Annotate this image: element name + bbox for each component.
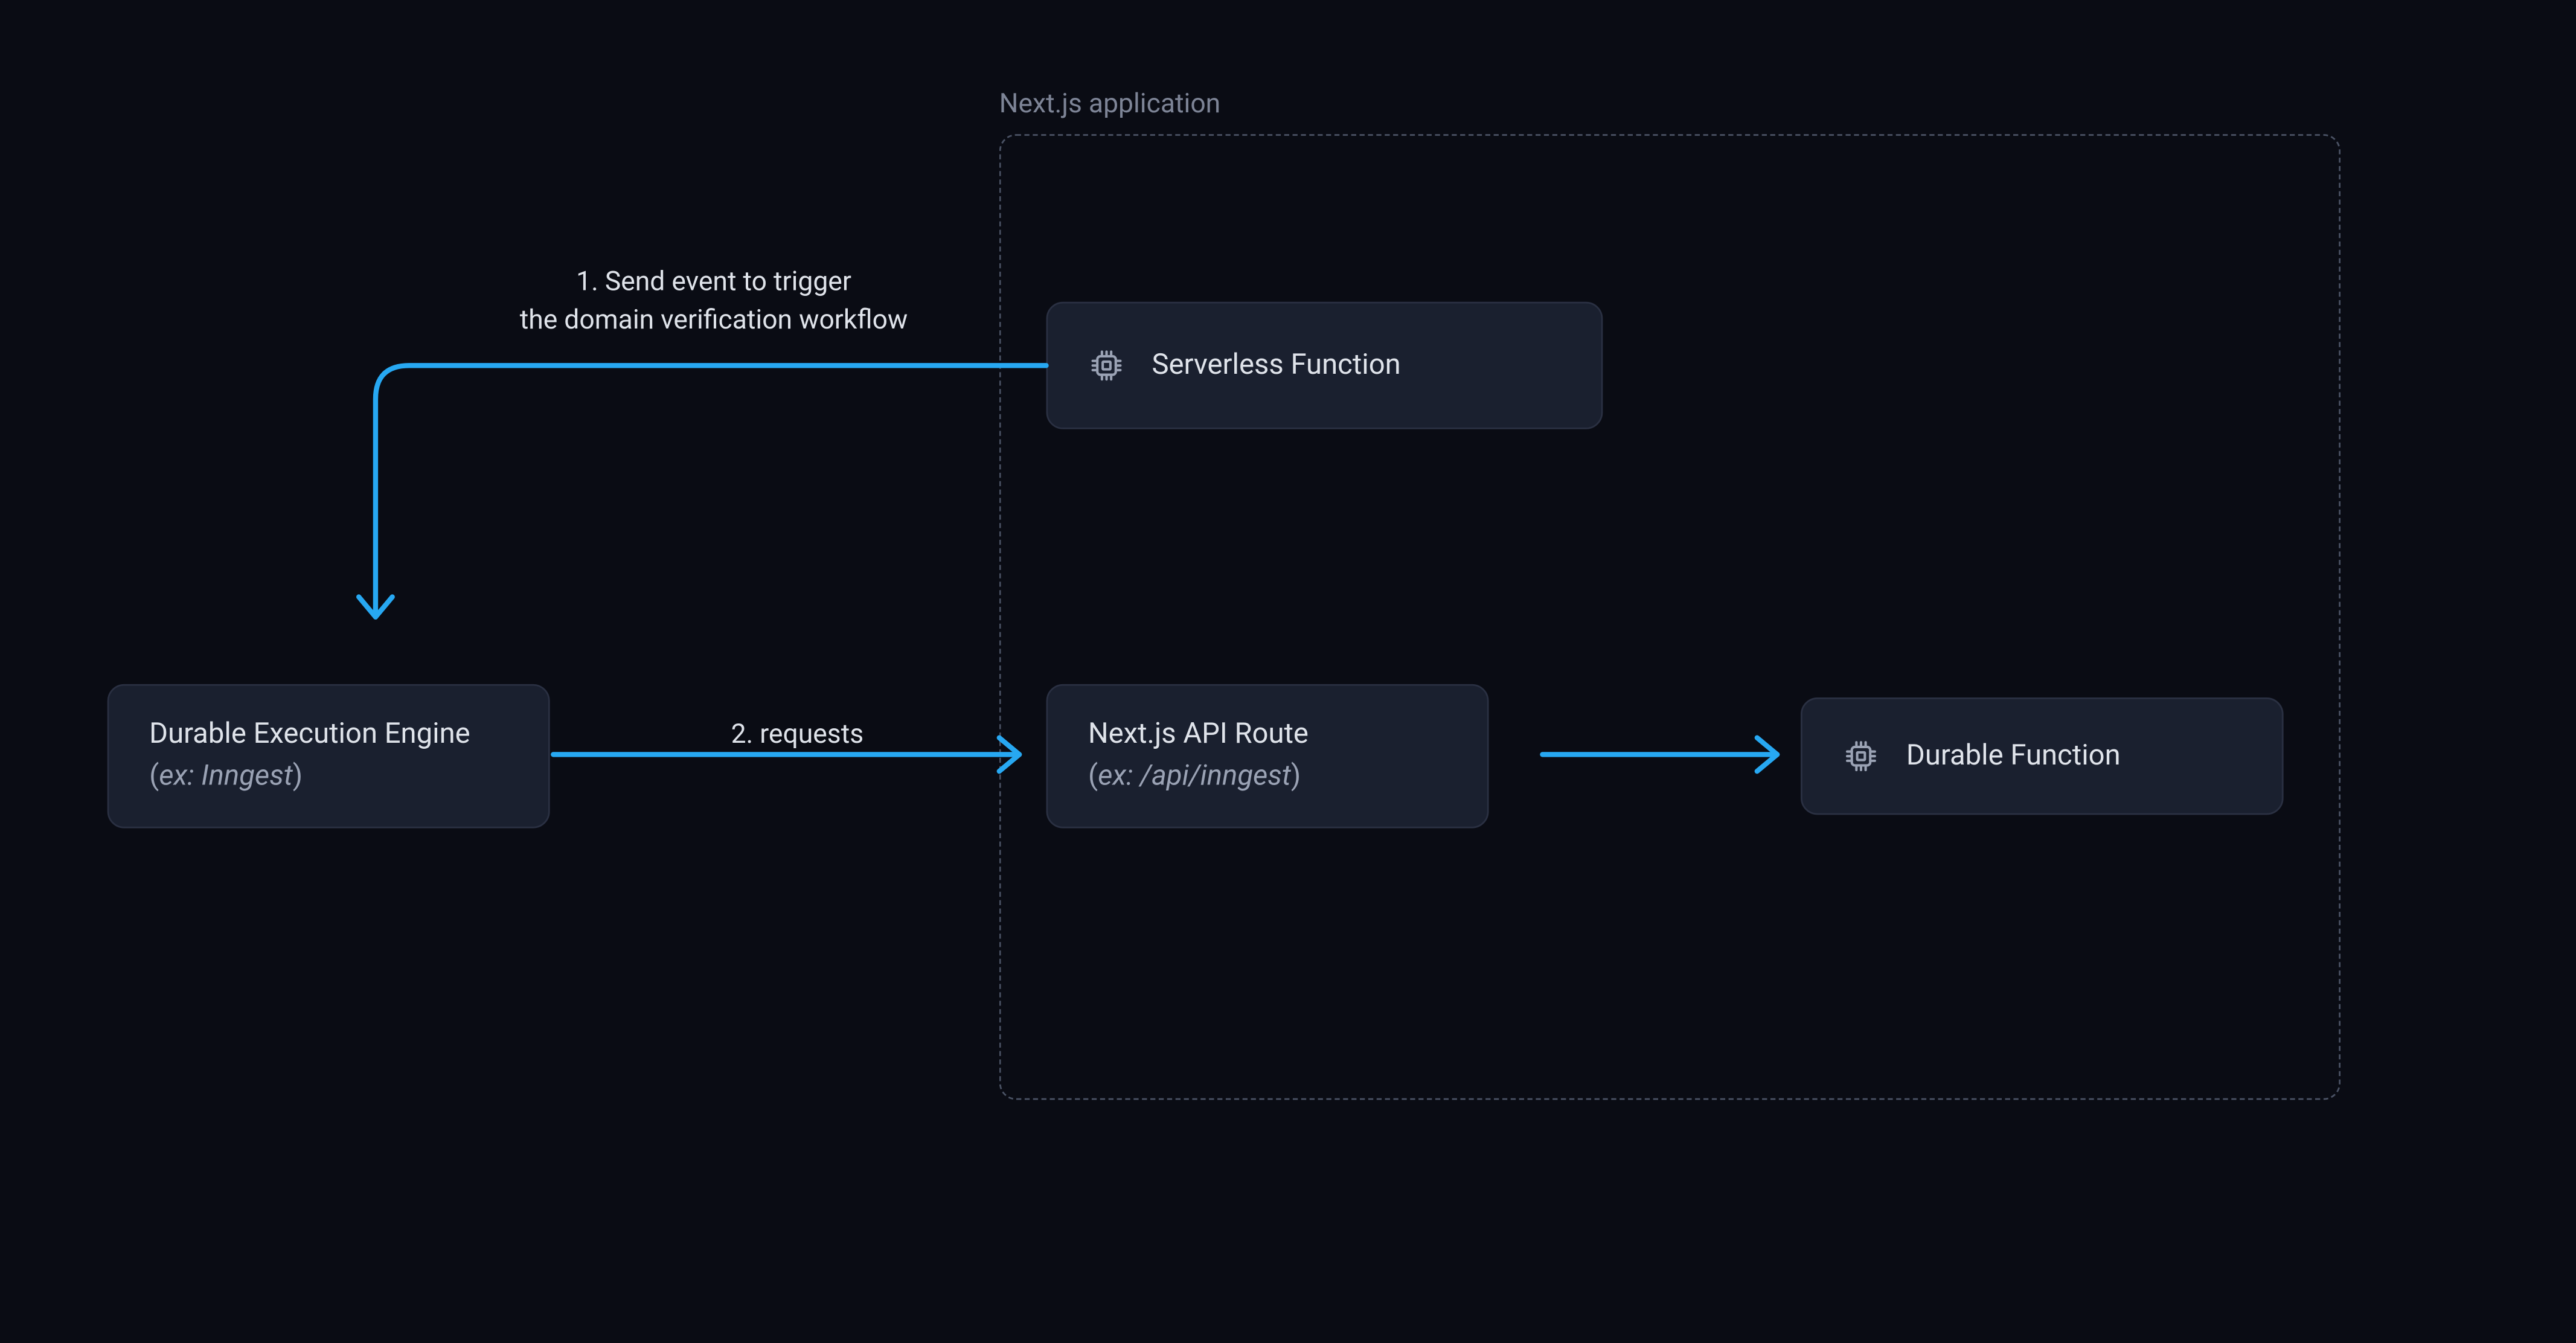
node-title: Durable Execution Engine: [149, 715, 470, 756]
node-title: Durable Function: [1906, 736, 2121, 777]
serverless-function-node: Serverless Function: [1046, 302, 1603, 429]
node-subtitle: (ex: Inngest): [149, 756, 470, 797]
durable-execution-engine-node: Durable Execution Engine (ex: Inngest): [107, 684, 550, 829]
nextjs-application-label: Next.js application: [999, 87, 1220, 119]
node-title: Serverless Function: [1152, 345, 1400, 386]
nextjs-api-route-node: Next.js API Route (ex: /api/inngest): [1046, 684, 1489, 829]
nextjs-application-region: [999, 134, 2341, 1100]
edge-label-2: 2. requests: [731, 714, 864, 753]
cpu-icon: [1088, 347, 1125, 384]
durable-function-node: Durable Function: [1801, 697, 2284, 815]
node-subtitle: (ex: /api/inngest): [1088, 756, 1309, 797]
cpu-icon: [1842, 738, 1879, 775]
edge-label-1: 1. Send event to trigger the domain veri…: [520, 261, 908, 339]
node-title: Next.js API Route: [1088, 715, 1309, 756]
diagram-canvas: Next.js application Durable Execution En…: [0, 0, 2575, 1343]
